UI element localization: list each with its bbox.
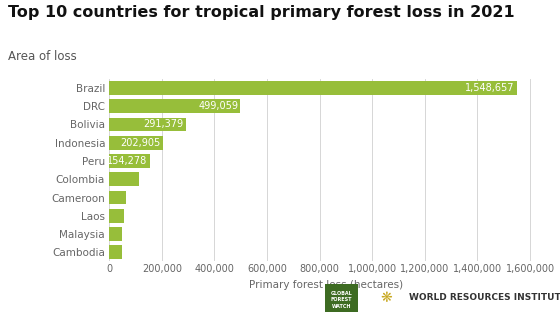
Text: 154,278: 154,278	[108, 156, 148, 166]
Bar	[109, 209, 124, 223]
Bar	[109, 191, 125, 204]
Bar	[109, 245, 122, 259]
Text: 202,905: 202,905	[120, 138, 161, 148]
Text: WATCH: WATCH	[332, 304, 351, 309]
Text: WORLD RESOURCES INSTITUTE: WORLD RESOURCES INSTITUTE	[409, 293, 560, 302]
Bar	[109, 81, 516, 95]
Text: GLOBAL: GLOBAL	[331, 291, 352, 296]
Text: 291,379: 291,379	[143, 119, 184, 129]
Text: 499,059: 499,059	[198, 101, 239, 111]
Text: FOREST: FOREST	[331, 297, 352, 302]
Text: 1,548,657: 1,548,657	[465, 83, 515, 93]
Text: ❋: ❋	[381, 291, 393, 305]
Bar	[109, 136, 162, 150]
Text: Top 10 countries for tropical primary forest loss in 2021: Top 10 countries for tropical primary fo…	[8, 5, 515, 20]
X-axis label: Primary forest loss (hectares): Primary forest loss (hectares)	[249, 280, 403, 290]
Bar	[109, 172, 139, 186]
Bar	[109, 117, 186, 131]
Bar	[109, 227, 122, 241]
Bar	[109, 154, 150, 168]
Bar	[109, 99, 240, 113]
Text: Area of loss: Area of loss	[8, 50, 77, 63]
